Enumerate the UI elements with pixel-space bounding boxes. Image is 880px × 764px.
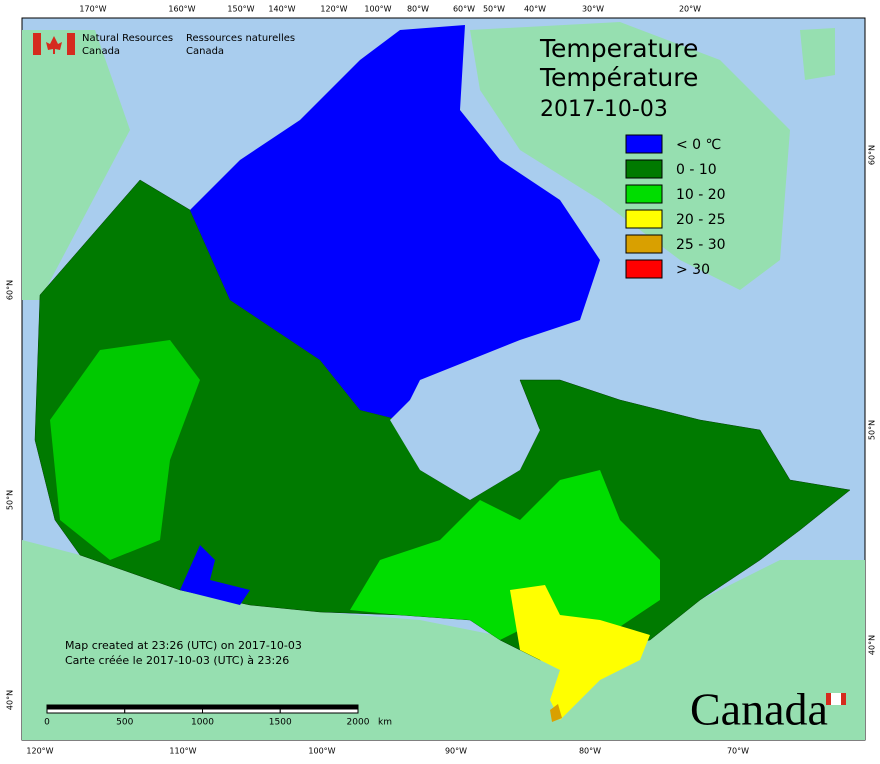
warm-zone-east xyxy=(350,470,660,640)
scale-segment xyxy=(279,704,359,710)
graticule-label: 40°N xyxy=(6,690,15,710)
greenland xyxy=(470,22,790,290)
scale-segment xyxy=(202,704,281,710)
scale-label: 1000 xyxy=(191,718,214,728)
hot-zone-ontario xyxy=(510,585,650,720)
title-fr: Température xyxy=(539,63,698,92)
note: Carte créée le 2017-10-03 (UTC) à 23:26 xyxy=(65,654,289,667)
graticule-label: 60°N xyxy=(868,145,877,165)
scale-segment xyxy=(46,708,126,714)
legend-label: < 0 ℃ xyxy=(676,137,721,153)
legend-swatch xyxy=(625,209,663,229)
graticule-label: 120°W xyxy=(26,747,53,756)
scale-segment xyxy=(279,708,359,714)
graticule-label: 90°W xyxy=(445,747,467,756)
graticule-label: 150°W xyxy=(227,5,254,14)
legend-swatch xyxy=(625,134,663,154)
wordmark-flag xyxy=(831,693,841,705)
legend-swatch xyxy=(625,159,663,179)
graticule-label: 100°W xyxy=(364,5,391,14)
flag-bar xyxy=(33,33,41,55)
cold-zone-north xyxy=(190,25,600,420)
graticule-label: 170°W xyxy=(79,5,106,14)
legend-label: 25 - 30 xyxy=(676,237,726,253)
graticule-label: 80°W xyxy=(407,5,429,14)
scale-segment xyxy=(46,704,126,710)
scale-label: 1500 xyxy=(269,718,292,728)
flag-bar xyxy=(67,33,75,55)
legend-label: 20 - 25 xyxy=(676,212,726,228)
graticule-label: 80°W xyxy=(579,747,601,756)
legend-swatch xyxy=(625,184,663,204)
scale-segment xyxy=(202,708,281,714)
scale-segment xyxy=(124,704,203,710)
agency-en: Canada xyxy=(82,46,120,57)
legend-swatch xyxy=(625,259,663,279)
graticule-label: 50°W xyxy=(483,5,505,14)
graticule-label: 50°N xyxy=(868,420,877,440)
svalbard xyxy=(800,28,835,80)
graticule-label: 160°W xyxy=(168,5,195,14)
note: Map created at 23:26 (UTC) on 2017-10-03 xyxy=(65,639,302,652)
legend-label: > 30 xyxy=(676,262,710,278)
graticule-label: 30°W xyxy=(582,5,604,14)
wordmark: Canada xyxy=(690,684,828,735)
graticule-label: 50°N xyxy=(6,490,15,510)
legend-label: 10 - 20 xyxy=(676,187,726,203)
title-date: 2017-10-03 xyxy=(540,97,668,122)
very-hot-zone xyxy=(550,704,562,722)
title-en: Temperature xyxy=(539,34,698,63)
graticule-label: 40°N xyxy=(868,635,877,655)
alaska xyxy=(22,30,130,300)
graticule-label: 40°W xyxy=(524,5,546,14)
agency-fr: Canada xyxy=(186,46,224,57)
graticule-label: 140°W xyxy=(268,5,295,14)
graticule-label: 70°W xyxy=(727,747,749,756)
scale-label: 0 xyxy=(44,718,50,728)
scale-unit: km xyxy=(378,718,392,728)
cold-zone-rockies xyxy=(180,545,250,605)
hudson-bay xyxy=(390,370,540,500)
graticule-label: 60°N xyxy=(6,280,15,300)
scale-segment xyxy=(124,708,203,714)
graticule-label: 110°W xyxy=(169,747,196,756)
graticule-label: 60°W xyxy=(453,5,475,14)
agency-en: Natural Resources xyxy=(82,33,173,44)
legend-swatch xyxy=(625,234,663,254)
maple-leaf xyxy=(46,36,62,54)
warm-zone-west xyxy=(50,340,200,560)
graticule-label: 120°W xyxy=(320,5,347,14)
agency-fr: Ressources naturelles xyxy=(186,33,295,44)
graticule-label: 100°W xyxy=(308,747,335,756)
legend-label: 0 - 10 xyxy=(676,162,717,178)
scale-label: 2000 xyxy=(347,718,370,728)
united-states xyxy=(22,540,865,740)
graticule-label: 20°W xyxy=(679,5,701,14)
scale-label: 500 xyxy=(116,718,133,728)
